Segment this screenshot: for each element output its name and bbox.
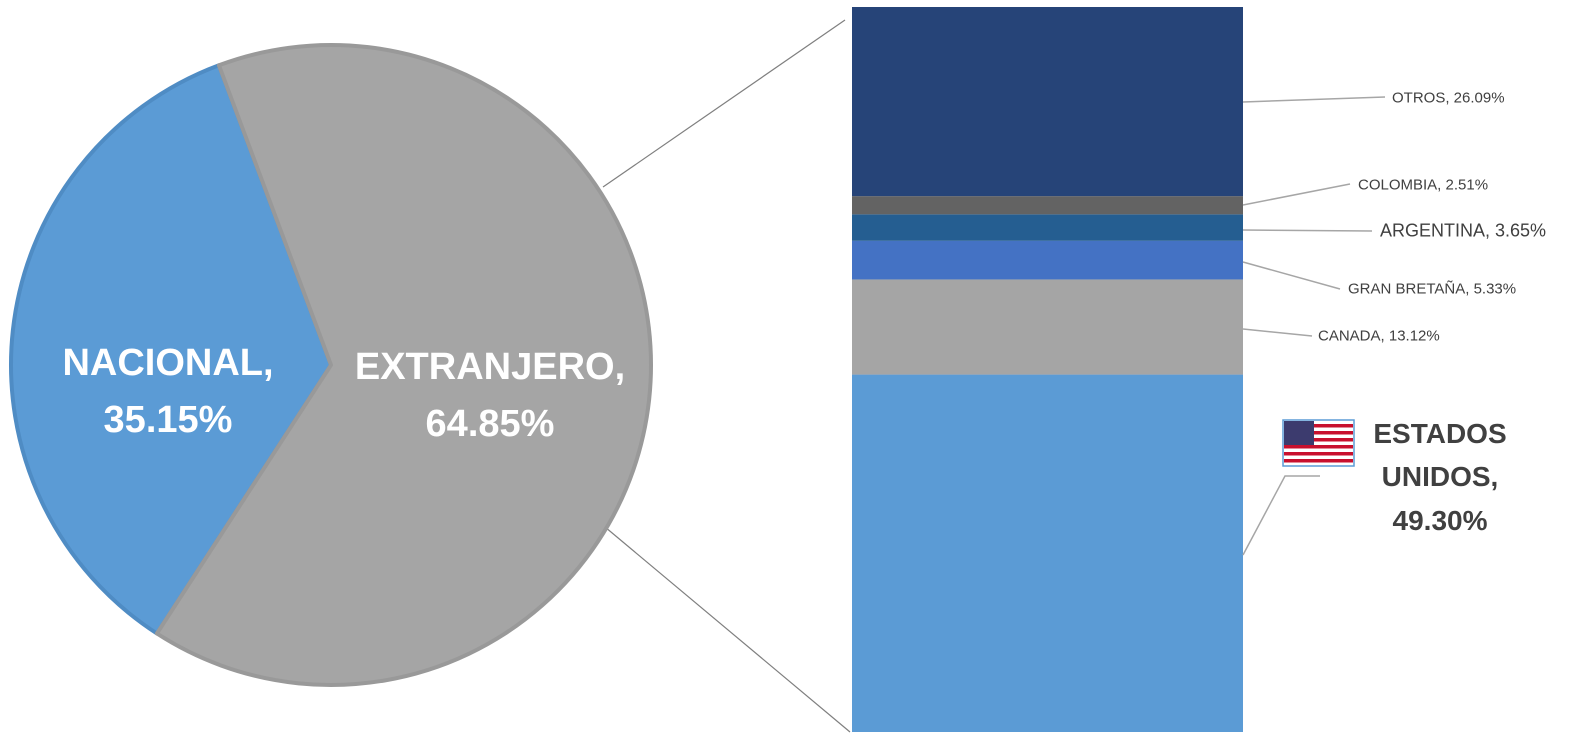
- leader-line: [1242, 328, 1313, 337]
- segment-label: ESTADOS UNIDOS, 49.30%: [1373, 417, 1507, 536]
- bar-segment: [852, 214, 1243, 241]
- leader-line: [1242, 475, 1320, 556]
- bar-segment: [852, 240, 1243, 280]
- segment-label: GRAN BRETAÑA, 5.33%: [1348, 280, 1517, 298]
- segment-label: ARGENTINA, 3.65%: [1380, 220, 1547, 241]
- bar-segment: [852, 7, 1243, 197]
- bar-segment: [852, 279, 1243, 375]
- pie-slice: [9, 63, 333, 636]
- bar-segment: [852, 374, 1243, 732]
- segment-label: COLOMBIA, 2.51%: [1358, 176, 1489, 194]
- segment-label: OTROS, 26.09%: [1392, 89, 1505, 107]
- pie-slice: [154, 43, 653, 687]
- leader-line: [1242, 183, 1351, 206]
- connector-line: [602, 19, 846, 188]
- segment-label: CANADA, 13.12%: [1318, 327, 1440, 345]
- bar-segment: [852, 196, 1243, 215]
- leader-line: [1242, 261, 1341, 290]
- leader-line: [1242, 96, 1386, 103]
- connector-line: [604, 526, 851, 733]
- us-flag: [1282, 419, 1355, 467]
- slice-label: EXTRANJERO, 64.85%: [354, 346, 626, 445]
- leader-line: [1242, 229, 1373, 232]
- slice-label: NACIONAL, 35.15%: [62, 342, 274, 441]
